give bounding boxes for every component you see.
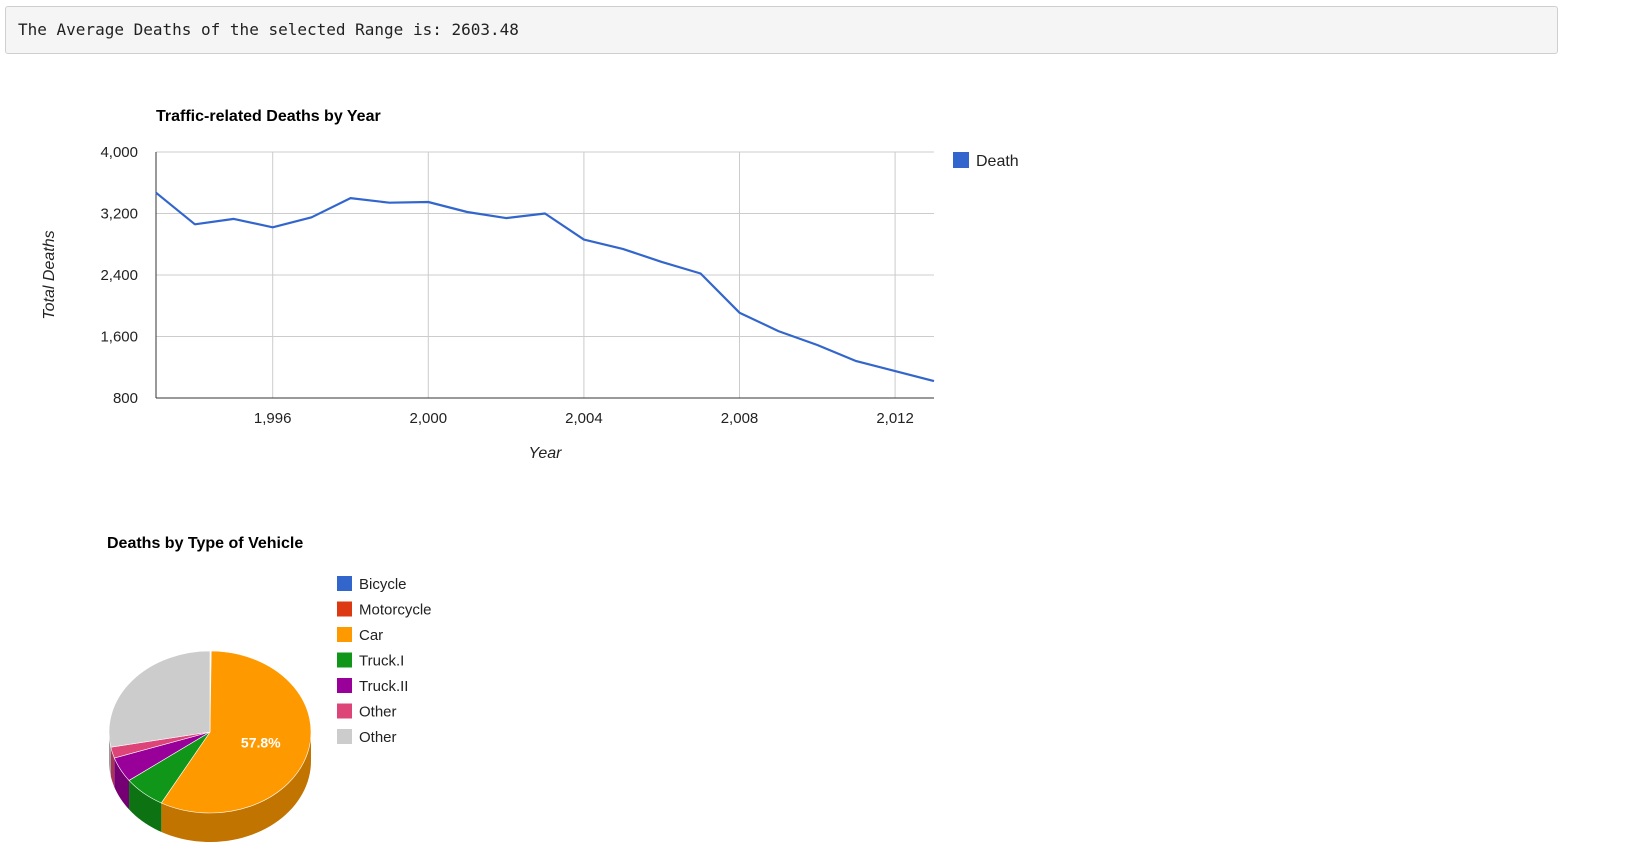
y-tick-label: 4,000 xyxy=(100,144,138,161)
legend-label: Other xyxy=(359,704,397,721)
y-tick-label: 3,200 xyxy=(100,206,138,223)
y-axis-title: Total Deaths xyxy=(41,230,58,319)
line-chart-title: Traffic-related Deaths by Year xyxy=(156,108,381,125)
x-tick-label: 2,008 xyxy=(721,410,759,427)
pie-slice-side xyxy=(109,732,111,777)
y-tick-label: 2,400 xyxy=(100,267,138,284)
pie-slice-side xyxy=(114,757,130,810)
legend-swatch xyxy=(337,652,352,668)
legend-label: Death xyxy=(976,153,1019,170)
legend-swatch xyxy=(337,729,352,744)
legend-label: Bicycle xyxy=(359,576,407,593)
legend-swatch xyxy=(953,152,969,168)
series-line-death xyxy=(155,191,935,383)
y-tick-label: 1,600 xyxy=(100,329,138,346)
legend-swatch xyxy=(337,703,352,719)
x-tick-label: 1,996 xyxy=(254,410,292,427)
legend-label: Motorcycle xyxy=(359,602,432,619)
x-tick-label: 2,000 xyxy=(410,410,448,427)
legend-swatch xyxy=(337,678,352,693)
pie-slice-side xyxy=(110,747,115,787)
pie-slice xyxy=(108,650,211,748)
x-axis-title: Year xyxy=(529,445,563,462)
pie-slice xyxy=(160,650,312,814)
legend-label: Other xyxy=(359,729,397,746)
pie-slice-side xyxy=(129,780,162,832)
pie-slice-label: 57.8% xyxy=(241,735,281,751)
legend-swatch xyxy=(337,627,352,642)
pie-chart-title: Deaths by Type of Vehicle xyxy=(107,535,303,552)
legend-swatch xyxy=(337,601,352,617)
legend-label: Truck.II xyxy=(359,678,408,695)
legend-label: Car xyxy=(359,627,383,644)
y-tick-label: 800 xyxy=(113,390,138,407)
legend-swatch xyxy=(337,576,352,591)
pie-slice-side xyxy=(161,732,311,842)
line-chart: Traffic-related Deaths by Year 800 1,600 2,… xyxy=(41,108,1019,462)
output-text: The Average Deaths of the selected Range… xyxy=(5,6,1558,54)
x-tick-label: 2,012 xyxy=(876,410,914,427)
x-tick-label: 2,004 xyxy=(565,410,603,427)
legend-label: Truck.I xyxy=(359,653,404,670)
